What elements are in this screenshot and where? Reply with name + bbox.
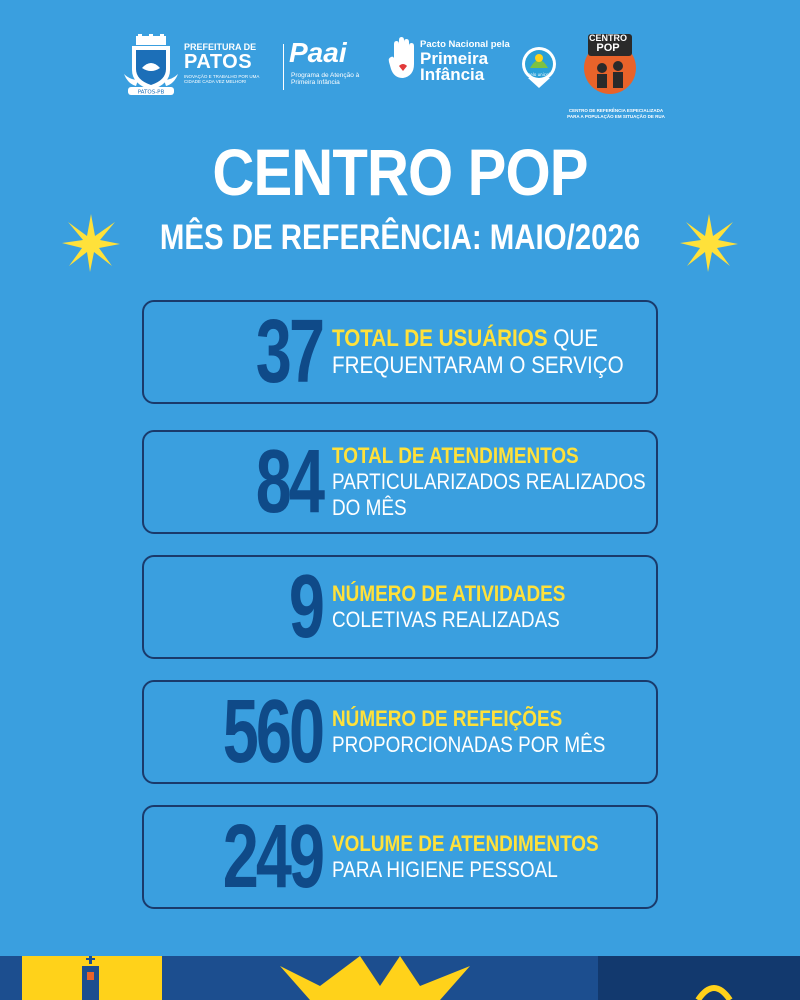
- stat-value: 560: [222, 682, 325, 782]
- paai-logo: Paai Programa de Atenção à Primeira Infâ…: [289, 28, 384, 108]
- circle-decoration-icon: [695, 985, 733, 1000]
- tower-icon: [82, 956, 99, 1000]
- prefeitura-patos-logo: PATOS-PB PREFEITURA DE PATOS INOVAÇÃO E …: [120, 28, 280, 108]
- stat-value: 84: [255, 432, 325, 532]
- stat-value: 9: [288, 557, 325, 657]
- hand-icon: [388, 37, 414, 78]
- stat-label: FREQUENTARAM O SERVIÇO: [332, 352, 624, 379]
- patos-tagline: INOVAÇÃO E TRABALHO POR UMA CIDADE CADA …: [184, 74, 260, 84]
- stat-highlight: VOLUME DE ATENDIMENTOS: [332, 831, 599, 856]
- stat-highlight: NÚMERO DE ATIVIDADES: [332, 581, 566, 606]
- stat-label-rest: QUE: [547, 325, 599, 352]
- page-title: CENTRO POP: [212, 135, 588, 209]
- city-crest-icon: PATOS-PB: [124, 34, 178, 96]
- stat-highlight: TOTAL DE ATENDIMENTOS: [332, 443, 579, 468]
- stat-highlight: NÚMERO DE REFEIÇÕES: [332, 706, 563, 731]
- stat-value: 37: [255, 302, 325, 402]
- patos-line2: PATOS: [184, 51, 253, 73]
- footer-navy-block: [598, 956, 800, 1000]
- svg-text:selo unicef: selo unicef: [528, 72, 550, 77]
- stat-highlight: TOTAL DE USUÁRIOS: [332, 325, 548, 352]
- centro-pop-logo-subtitle: CENTRO DE REFERÊNCIA ESPECIALIZADA PARA …: [567, 108, 665, 119]
- stat-label: PARA HIGIENE PESSOAL: [332, 857, 558, 882]
- logo-bar: PATOS-PB PREFEITURA DE PATOS INOVAÇÃO E …: [0, 28, 800, 119]
- stat-card-atividades: 9 NÚMERO DE ATIVIDADES COLETIVAS REALIZA…: [142, 555, 658, 659]
- centro-pop-logo-line2: POP: [596, 42, 620, 54]
- stat-label: COLETIVAS REALIZADAS: [332, 607, 560, 632]
- centro-pop-logo: CENTRO POP CENTRO DE REFERÊNCIA ESPECIAL…: [566, 28, 666, 119]
- paai-word: Paai: [289, 37, 347, 68]
- footer-yellow-block: [22, 956, 162, 1000]
- stat-label: PROPORCIONADAS POR MÊS: [332, 732, 606, 757]
- footer-strip: [0, 956, 800, 1000]
- pacto-small: Pacto Nacional pela: [420, 39, 510, 50]
- centro-pop-badge-icon: [584, 34, 636, 94]
- pacto-line2: Infância: [420, 65, 485, 84]
- stat-card-higiene: 249 VOLUME DE ATENDIMENTOS PARA HIGIENE …: [142, 805, 658, 909]
- patos-line1: PREFEITURA DE: [184, 42, 257, 52]
- stat-value: 249: [222, 807, 325, 907]
- reference-month: MÊS DE REFERÊNCIA: MAIO/2026: [159, 218, 641, 257]
- stat-card-usuarios: 37 TOTAL DE USUÁRIOS QUE FREQUENTARAM O …: [142, 300, 658, 404]
- logo-divider: [283, 44, 284, 90]
- pacto-primeira-infancia-logo: Pacto Nacional pela Primeira Infância: [388, 28, 513, 108]
- stat-label: DO MÊS: [332, 495, 407, 520]
- centro-pop-logo-line1: CENTRO: [589, 33, 627, 43]
- svg-text:PATOS-PB: PATOS-PB: [138, 90, 165, 96]
- selo-unicef-icon: selo unicef: [522, 47, 556, 88]
- sparkle-left-icon: [62, 214, 120, 272]
- star-decoration-icon: [280, 956, 470, 1000]
- paai-subtitle: Programa de Atenção à Primeira Infância: [291, 72, 360, 86]
- stat-label: PARTICULARIZADOS REALIZADOS: [332, 469, 646, 494]
- stat-card-refeicoes: 560 NÚMERO DE REFEIÇÕES PROPORCIONADAS P…: [142, 680, 658, 784]
- stat-card-atendimentos: 84 TOTAL DE ATENDIMENTOS PARTICULARIZADO…: [142, 430, 658, 534]
- sparkle-right-icon: [680, 214, 738, 272]
- selo-unicef-logo: selo unicef: [520, 28, 560, 108]
- pacto-line1: Primeira: [420, 49, 489, 68]
